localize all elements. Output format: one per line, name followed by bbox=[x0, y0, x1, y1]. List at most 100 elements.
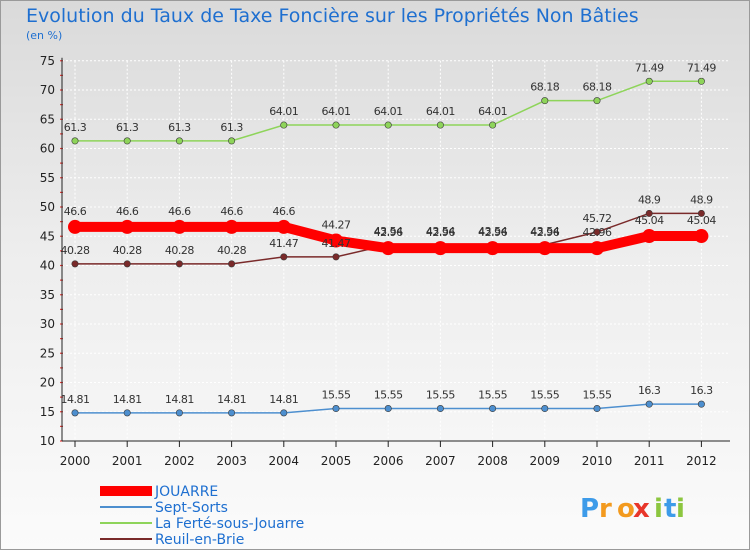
data-label: 15.55 bbox=[478, 389, 507, 402]
point-jouarre bbox=[590, 241, 604, 256]
data-label: 15.55 bbox=[530, 389, 559, 402]
data-label: 16.3 bbox=[638, 384, 661, 397]
data-label: 14.81 bbox=[165, 393, 194, 406]
point-series-1 bbox=[332, 405, 340, 413]
point-series-3 bbox=[71, 260, 79, 268]
point-jouarre bbox=[642, 229, 657, 244]
data-label: 15.55 bbox=[374, 389, 403, 402]
logo-letter: o bbox=[617, 494, 635, 524]
data-label: 64.01 bbox=[478, 105, 507, 118]
x-tick-label: 2009 bbox=[530, 454, 561, 468]
y-tick-label: 50 bbox=[40, 200, 55, 214]
point-series-2 bbox=[175, 137, 183, 145]
data-label: 41.47 bbox=[322, 237, 351, 250]
data-label: 43.54 bbox=[374, 225, 403, 238]
point-series-2 bbox=[593, 97, 601, 105]
data-label: 45.04 bbox=[687, 214, 716, 227]
x-tick-label: 2012 bbox=[686, 454, 717, 468]
data-label: 43.54 bbox=[530, 225, 559, 238]
y-tick-label: 60 bbox=[40, 142, 55, 156]
x-tick-label: 2003 bbox=[216, 454, 247, 468]
data-label: 68.18 bbox=[530, 81, 559, 94]
data-label: 15.55 bbox=[322, 389, 351, 402]
point-series-2 bbox=[645, 77, 653, 85]
data-label: 46.6 bbox=[220, 205, 243, 218]
y-tick-label: 45 bbox=[40, 229, 55, 243]
data-label: 40.28 bbox=[217, 244, 246, 257]
point-series-2 bbox=[436, 121, 444, 129]
point-jouarre bbox=[224, 219, 239, 234]
data-label: 46.6 bbox=[64, 205, 87, 218]
point-series-2 bbox=[71, 137, 79, 145]
point-jouarre bbox=[329, 233, 343, 248]
logo-letter: r bbox=[599, 494, 612, 524]
data-label: 61.3 bbox=[168, 121, 191, 134]
point-series-1 bbox=[384, 405, 392, 413]
logo-letter: x bbox=[633, 494, 650, 524]
data-label: 61.3 bbox=[220, 121, 243, 134]
data-labels: 14.81 14.81 14.81 14.81 14.81 15.55 15.55 15.55… bbox=[61, 61, 717, 406]
point-jouarre bbox=[381, 241, 396, 256]
point-series-3 bbox=[697, 209, 705, 217]
data-label: 61.3 bbox=[116, 121, 139, 134]
y-tick-label: 40 bbox=[40, 259, 55, 273]
point-series-3 bbox=[175, 260, 183, 268]
data-label: 42.96 bbox=[374, 226, 403, 239]
y-tick-label: 15 bbox=[40, 405, 55, 419]
x-tick-label: 2010 bbox=[582, 454, 613, 468]
point-jouarre bbox=[68, 219, 82, 234]
point-series-2 bbox=[541, 97, 549, 105]
data-label: 68.18 bbox=[583, 81, 612, 94]
data-label: 16.3 bbox=[690, 384, 713, 397]
data-label: 64.01 bbox=[374, 105, 403, 118]
data-label: 14.81 bbox=[217, 393, 246, 406]
x-tick-label: 2008 bbox=[477, 454, 508, 468]
data-label: 64.01 bbox=[269, 105, 298, 118]
data-label: 64.01 bbox=[322, 105, 351, 118]
data-label: 40.28 bbox=[113, 244, 142, 257]
data-label: 45.72 bbox=[583, 212, 612, 225]
y-tick-label: 70 bbox=[40, 83, 55, 97]
data-label: 41.47 bbox=[269, 237, 298, 250]
data-label: 71.49 bbox=[687, 61, 716, 74]
logo-letter: P bbox=[580, 494, 599, 524]
x-tick-label: 2002 bbox=[164, 454, 195, 468]
point-series-2 bbox=[384, 121, 392, 129]
y-tick-label: 30 bbox=[40, 317, 55, 331]
chart-title: Evolution du Taux de Taxe Foncière sur l… bbox=[26, 5, 639, 27]
legend-label-0: JOUARRE bbox=[154, 484, 218, 500]
y-tick-label: 10 bbox=[40, 434, 55, 448]
data-label: 44.27 bbox=[322, 219, 351, 232]
point-series-3 bbox=[593, 228, 601, 236]
point-series-2 bbox=[228, 137, 236, 145]
point-jouarre bbox=[172, 219, 187, 234]
data-label: 15.55 bbox=[583, 389, 612, 402]
point-series-3 bbox=[645, 209, 653, 217]
point-jouarre bbox=[433, 241, 448, 256]
point-jouarre bbox=[694, 229, 709, 244]
data-label: 64.01 bbox=[426, 105, 455, 118]
y-tick-label: 65 bbox=[40, 112, 55, 126]
point-series-1 bbox=[697, 400, 705, 408]
chart-subtitle: (en %) bbox=[26, 29, 62, 42]
x-tick-label: 2007 bbox=[425, 454, 456, 468]
data-label: 42.96 bbox=[530, 226, 559, 239]
x-tick-label: 2001 bbox=[112, 454, 143, 468]
data-label: 42.96 bbox=[583, 226, 612, 239]
point-series-1 bbox=[71, 409, 79, 417]
data-label: 48.9 bbox=[690, 193, 713, 206]
point-series-1 bbox=[593, 405, 601, 413]
x-tick-label: 2011 bbox=[634, 454, 665, 468]
data-label: 43.54 bbox=[426, 225, 455, 238]
data-label: 40.28 bbox=[165, 244, 194, 257]
point-jouarre bbox=[276, 219, 291, 234]
axes: 10 15 20 25 30 35 40 45 50 55 60 65 70 75 2000 2001 2002… bbox=[40, 54, 730, 468]
data-label: 15.55 bbox=[426, 389, 455, 402]
x-tick-label: 2004 bbox=[269, 454, 300, 468]
point-series-3 bbox=[332, 253, 340, 261]
legend-label-1: Sept-Sorts bbox=[155, 500, 228, 516]
data-label: 61.3 bbox=[64, 121, 87, 134]
point-series-1 bbox=[541, 405, 549, 413]
